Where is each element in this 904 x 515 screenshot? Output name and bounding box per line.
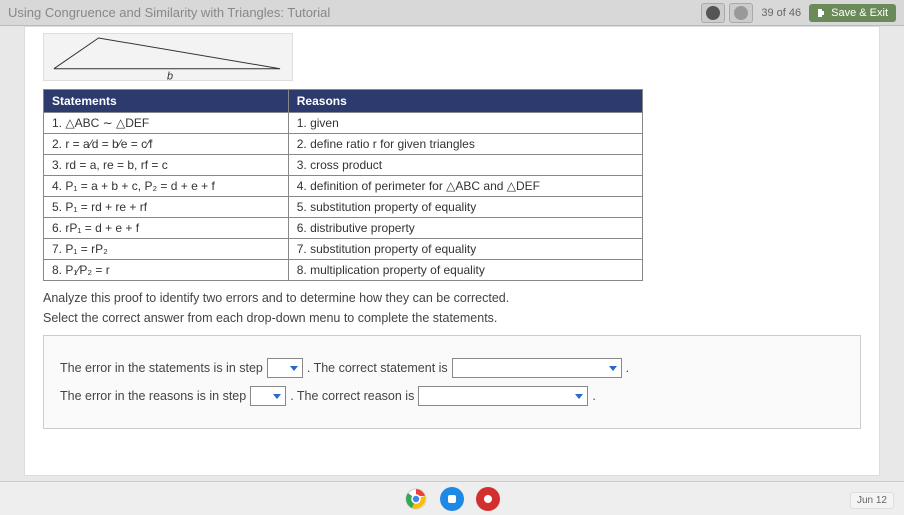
table-row: 7. P₁ = rP₂7. substitution property of e… xyxy=(44,239,643,260)
chevron-down-icon xyxy=(575,394,583,399)
instruction-1: Analyze this proof to identify two error… xyxy=(43,291,861,305)
text-reason-prefix: The error in the reasons is in step xyxy=(60,389,246,403)
save-exit-button[interactable]: Save & Exit xyxy=(809,4,896,22)
circle-icon xyxy=(734,6,748,20)
app-icon-blue[interactable] xyxy=(440,487,464,511)
triangle-label-b: b xyxy=(167,71,173,82)
date-label: Jun 12 xyxy=(850,492,894,509)
answer-box: The error in the statements is in step .… xyxy=(43,335,861,429)
nav-button-2[interactable] xyxy=(729,3,753,23)
text-stmt-prefix: The error in the statements is in step xyxy=(60,361,263,375)
table-row: 3. rd = a, re = b, rf = c3. cross produc… xyxy=(44,155,643,176)
chrome-icon[interactable] xyxy=(404,487,428,511)
taskbar: Jun 12 xyxy=(0,481,904,515)
text-reason-mid: . The correct reason is xyxy=(290,389,414,403)
top-bar: Using Congruence and Similarity with Tri… xyxy=(0,0,904,26)
answer-line-statements: The error in the statements is in step .… xyxy=(60,358,844,378)
exit-icon xyxy=(817,8,827,18)
app-icon-red[interactable] xyxy=(476,487,500,511)
table-row: 5. P₁ = rd + re + rf5. substitution prop… xyxy=(44,197,643,218)
table-row: 4. P₁ = a + b + c, P₂ = d + e + f4. defi… xyxy=(44,176,643,197)
dropdown-reason-step[interactable] xyxy=(250,386,286,406)
table-row: 8. P₁⁄P₂ = r8. multiplication property o… xyxy=(44,260,643,281)
save-exit-label: Save & Exit xyxy=(831,7,888,19)
text-stmt-mid: . The correct statement is xyxy=(307,361,448,375)
dropdown-stmt-correct[interactable] xyxy=(452,358,622,378)
proof-table: Statements Reasons 1. △ABC ∼ △DEF1. give… xyxy=(43,89,643,281)
triangle-diagram: b xyxy=(43,33,293,81)
dropdown-reason-correct[interactable] xyxy=(418,386,588,406)
table-row: 1. △ABC ∼ △DEF1. given xyxy=(44,113,643,134)
answer-line-reasons: The error in the reasons is in step . Th… xyxy=(60,386,844,406)
chevron-down-icon xyxy=(290,366,298,371)
lesson-title: Using Congruence and Similarity with Tri… xyxy=(8,5,697,20)
dropdown-stmt-step[interactable] xyxy=(267,358,303,378)
progress-counter: 39 of 46 xyxy=(753,7,809,19)
chevron-down-icon xyxy=(273,394,281,399)
nav-button-1[interactable] xyxy=(701,3,725,23)
instruction-2: Select the correct answer from each drop… xyxy=(43,311,861,325)
content-panel: b Statements Reasons 1. △ABC ∼ △DEF1. gi… xyxy=(24,26,880,476)
col-statements: Statements xyxy=(44,90,289,113)
text-period: . xyxy=(626,361,629,375)
table-row: 2. r = a⁄d = b⁄e = c⁄f2. define ratio r … xyxy=(44,134,643,155)
table-row: 6. rP₁ = d + e + f6. distributive proper… xyxy=(44,218,643,239)
text-period: . xyxy=(592,389,595,403)
chevron-down-icon xyxy=(609,366,617,371)
circle-icon xyxy=(706,6,720,20)
col-reasons: Reasons xyxy=(288,90,642,113)
